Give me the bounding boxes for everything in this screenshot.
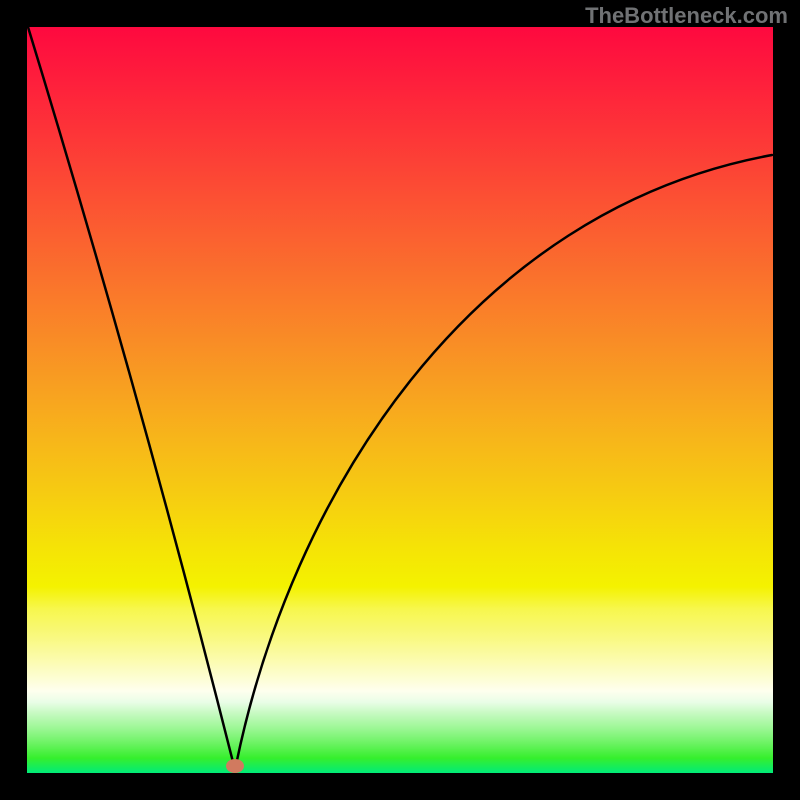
bottleneck-curve <box>28 27 772 770</box>
curve-overlay <box>0 0 800 800</box>
chart-container: TheBottleneck.com <box>0 0 800 800</box>
minimum-marker <box>226 759 244 773</box>
